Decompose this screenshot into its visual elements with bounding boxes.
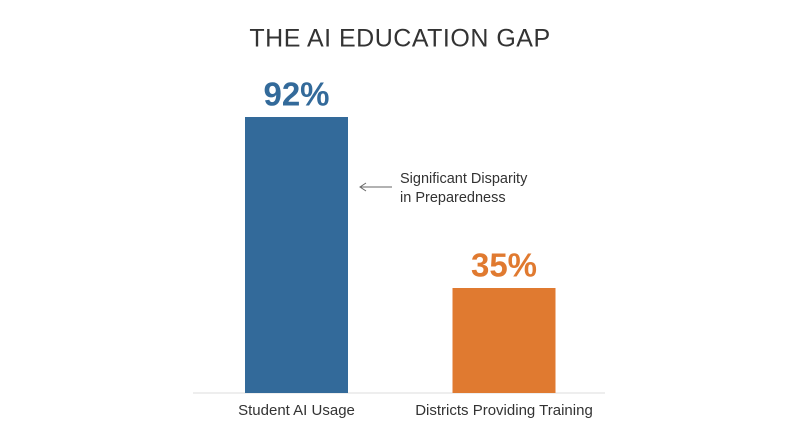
annotation-arrowhead	[359, 182, 367, 192]
annotation-line: in Preparedness	[400, 190, 506, 206]
x-tick-label: Student AI Usage	[238, 402, 355, 419]
value-label: 35%	[471, 247, 537, 284]
annotation-line: Significant Disparity	[400, 171, 528, 187]
x-tick-label: Districts Providing Training	[415, 402, 593, 419]
chart-title: THE AI EDUCATION GAP	[249, 25, 550, 53]
bar	[245, 117, 348, 393]
value-label: 92%	[263, 76, 329, 113]
bar	[452, 288, 556, 393]
